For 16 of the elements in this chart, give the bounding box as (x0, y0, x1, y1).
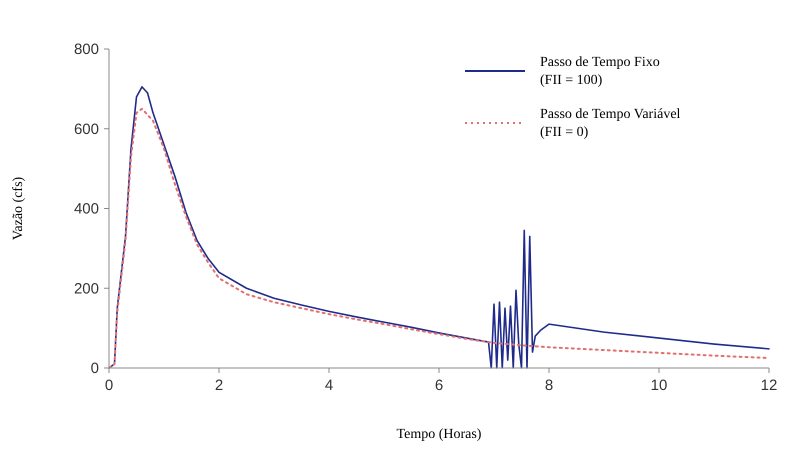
y-tick-label: 200 (74, 280, 99, 298)
legend-label: Passo de Tempo Fixo (FII = 100) (540, 55, 660, 88)
y-axis-title: Vazão (cfs) (11, 176, 26, 240)
x-tick-label: 6 (434, 377, 444, 394)
x-tick-label: 0 (104, 377, 114, 394)
x-tick-label: 2 (214, 377, 224, 394)
legend-label: Passo de Tempo Variável (FII = 0) (540, 107, 681, 140)
y-tick-label: 400 (74, 200, 99, 218)
x-tick-label: 8 (544, 377, 554, 394)
x-tick-label: 10 (650, 377, 668, 394)
x-axis-title: Tempo (Horas) (396, 427, 482, 442)
x-tick-label: 4 (324, 377, 334, 394)
y-tick-label: 800 (74, 41, 99, 58)
x-tick-label: 12 (760, 377, 778, 394)
y-tick-label: 600 (74, 120, 99, 138)
y-tick-label: 0 (90, 360, 99, 377)
